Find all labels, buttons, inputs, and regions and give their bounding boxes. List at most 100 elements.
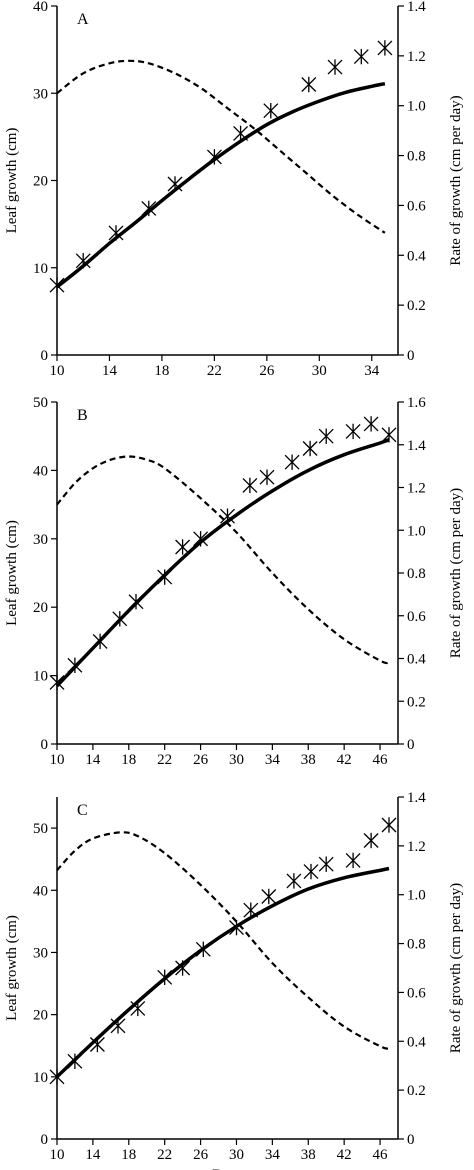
y-tick-label-c: 30 [33,945,48,961]
y-tick-label-c: 50 [33,821,48,837]
x-tick-label-b: 42 [337,752,352,768]
y2-tick-label-a: 0.2 [407,298,426,314]
fitted-growth-curve-b [55,437,390,688]
observed-point-b [92,633,108,650]
y2-tick-label-c: 1.0 [407,888,426,904]
x-axis-title: Days [212,1167,243,1170]
y-axis-title-a: Leaf growth (cm) [4,128,20,234]
y2-tick-label-c: 1.4 [407,790,426,806]
observed-point-b [242,477,258,494]
x-tick-label-a: 26 [259,363,275,379]
x-tick-label-a: 34 [364,363,380,379]
observed-point-c [195,941,211,957]
x-tick-label-a: 18 [154,363,169,379]
y2-tick-label-b: 1.4 [407,438,426,454]
panel-label-c: C [77,802,88,819]
observed-point-b [318,428,334,444]
x-tick-label-c: 18 [121,1147,136,1163]
panel-label-b: B [77,407,88,424]
observed-point-c [303,863,319,880]
y2-tick-label-c: 0 [407,1132,415,1148]
y2-tick-label-b: 0.4 [407,652,426,668]
observed-point-a [141,200,157,217]
x-tick-label-b: 26 [193,752,209,768]
observed-point-c [363,832,379,849]
y2-tick-label-c: 0.6 [407,985,426,1001]
x-tick-label-b: 10 [50,752,65,768]
x-tick-label-b: 46 [373,752,389,768]
observed-point-b [193,531,209,547]
x-tick-label-c: 10 [50,1147,65,1163]
observed-point-a [377,40,393,56]
observed-point-a [233,125,249,142]
observed-point-c [49,1069,65,1085]
y-axis-title-b: Leaf growth (cm) [4,520,20,626]
y2-tick-label-c: 1.2 [407,839,426,855]
observed-point-c [67,1053,83,1070]
y2-tick-label-a: 1.2 [407,49,426,65]
observed-point-a [327,59,343,75]
y-tick-label-b: 20 [33,600,48,616]
y2-tick-label-b: 0.6 [407,609,426,625]
x-tick-label-a: 14 [102,363,118,379]
y2-tick-label-c: 0.4 [407,1034,426,1050]
observed-point-b [345,423,361,440]
y2-tick-label-b: 0.2 [407,694,426,710]
observed-point-c [89,1036,105,1053]
y-tick-label-a: 10 [33,261,48,277]
observed-point-b [259,469,275,485]
observed-point-a [49,277,65,293]
x-tick-label-a: 30 [312,363,327,379]
y2-tick-label-b: 1.6 [407,395,426,411]
observed-point-a [263,102,279,119]
observed-point-a [167,176,183,192]
observed-point-c [318,856,334,872]
y2-tick-label-c: 0.2 [407,1083,426,1099]
observed-point-b [220,508,235,524]
y-tick-label-c: 0 [41,1132,49,1148]
x-tick-label-c: 22 [157,1147,172,1163]
y-tick-label-b: 0 [41,737,49,753]
x-tick-label-b: 34 [265,752,281,768]
y2-tick-label-a: 0.8 [407,149,426,165]
y2-tick-label-a: 1.0 [407,99,426,115]
y2-tick-label-b: 1.0 [407,523,426,539]
x-tick-label-b: 38 [301,752,316,768]
y2-tick-label-a: 0.6 [407,198,426,214]
observed-point-c [110,1018,126,1034]
x-tick-label-c: 42 [337,1147,352,1163]
x-tick-label-b: 30 [229,752,244,768]
rate-curve-a [56,59,386,234]
y2-tick-label-b: 0.8 [407,566,426,582]
observed-point-b [284,454,300,470]
observed-point-b [112,611,128,627]
x-tick-label-a: 10 [50,363,65,379]
x-tick-label-c: 26 [193,1147,209,1163]
observed-point-c [157,969,173,985]
observed-point-b [157,569,173,585]
observed-point-a [301,76,317,93]
observed-point-b [175,539,191,555]
observed-point-b [381,427,397,443]
observed-point-a [206,149,222,165]
observed-point-c [229,919,244,936]
x-tick-label-c: 38 [301,1147,316,1163]
observed-point-a [108,225,124,241]
y-tick-label-a: 0 [41,348,49,364]
fitted-growth-curve-a [55,81,386,289]
y2-tick-label-c: 0.8 [407,937,426,953]
observed-point-c [261,888,277,905]
observed-point-b [302,440,318,457]
x-tick-label-a: 22 [207,363,222,379]
y-tick-label-b: 40 [33,463,48,479]
observed-point-c [175,960,191,976]
y2-tick-label-b: 0 [407,737,415,753]
y2-tick-label-a: 0.4 [407,248,426,264]
x-tick-label-b: 18 [121,752,136,768]
x-tick-label-b: 14 [85,752,101,768]
observed-point-c [243,902,259,918]
y2-tick-label-a: 0 [407,348,415,364]
y-tick-label-c: 10 [33,1070,48,1086]
y2-axis-title-b: Rate of growth (cm per day) [448,488,464,658]
